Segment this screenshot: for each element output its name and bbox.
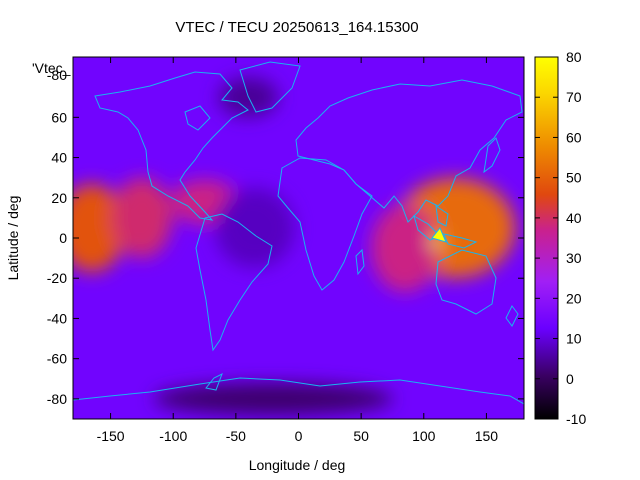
y-tick-label: -60 — [47, 351, 67, 367]
heatmap-cells — [73, 77, 516, 415]
coast-north-america — [94, 71, 249, 221]
chart-title: VTEC / TECU 20250613_164.15300 — [175, 19, 418, 36]
heatmap-cell-antarctic-low — [153, 382, 394, 415]
y-tick-label: -40 — [47, 310, 67, 326]
x-tick-label: 100 — [412, 428, 436, 444]
colorbar-tick-label: 80 — [566, 49, 582, 65]
heatmap-cell-indian-ocean — [370, 204, 439, 293]
y-tick-label: 40 — [51, 150, 67, 166]
coast-antarctica — [73, 377, 524, 405]
x-tick-label: 150 — [475, 428, 499, 444]
coastlines — [73, 61, 524, 405]
x-tick-label: 0 — [295, 428, 303, 444]
key-label: 'Vtec_ — [32, 60, 71, 76]
y-tick-label: 60 — [51, 109, 67, 125]
coast-antarctic-peninsula — [205, 372, 223, 391]
y-axis-label: Latitude / deg — [5, 196, 21, 281]
colorbar-tick-label: 30 — [566, 250, 582, 266]
colorbar-tick-label: 60 — [566, 129, 582, 145]
peak-region — [431, 227, 447, 243]
coast-madagascar — [355, 248, 365, 276]
y-tick-label: 20 — [51, 190, 67, 206]
colorbar-ticks: 80 70 60 50 40 30 20 10 0 -10 — [535, 49, 586, 427]
y-tick-label: 0 — [59, 230, 67, 246]
x-tick-label: 50 — [353, 428, 369, 444]
colorbar-tick-label: 20 — [566, 290, 582, 306]
colorbar — [534, 56, 559, 420]
coast-africa — [277, 157, 373, 291]
x-axis-ticks: -150 -100 -50 0 50 100 150 — [97, 57, 499, 444]
y-tick-label: -20 — [47, 270, 67, 286]
x-tick-label: -150 — [97, 428, 125, 444]
colorbar-tick-label: 0 — [566, 371, 574, 387]
coast-new-zealand — [505, 305, 519, 327]
heatmap-area — [73, 57, 524, 419]
x-tick-label: -50 — [226, 428, 246, 444]
coast-europe-asia — [295, 79, 523, 223]
x-tick-label: -100 — [159, 428, 187, 444]
heatmap-cell-pacific-west-cell — [73, 183, 126, 272]
y-tick-label: -80 — [47, 391, 67, 407]
coast-greenland — [239, 61, 301, 113]
y-tick-label-80: -80 — [47, 67, 67, 83]
coast-south-america — [195, 213, 273, 352]
x-axis-label: Longitude / deg — [249, 457, 346, 473]
colorbar-tick-label: 40 — [566, 210, 582, 226]
coast-japan — [483, 137, 501, 174]
y-axis-ticks: 60 40 20 0 -20 -40 -60 -80 — [47, 109, 524, 407]
colorbar-tick-label: 50 — [566, 170, 582, 186]
colorbar-tick-label: -10 — [566, 411, 586, 427]
heatmap-cell-pacific-mid — [111, 177, 172, 258]
colorbar-tick-label: 70 — [566, 89, 582, 105]
coast-australia — [435, 249, 497, 315]
heatmap-cell-south-atlantic-low — [214, 187, 295, 268]
coast-hudson-bay — [184, 105, 211, 131]
colorbar-tick-label: 10 — [566, 331, 582, 347]
